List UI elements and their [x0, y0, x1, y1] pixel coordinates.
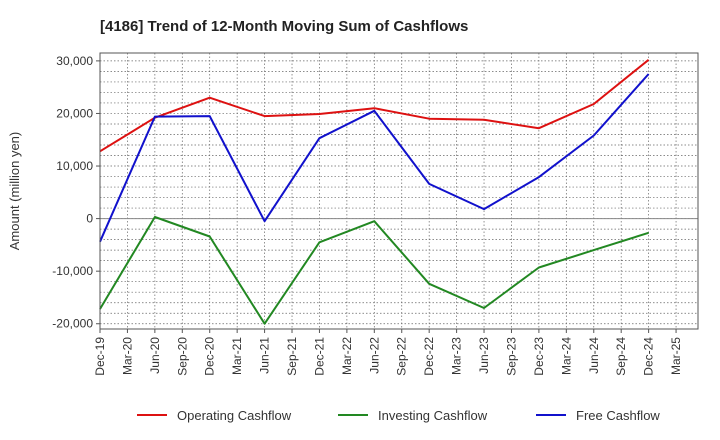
x-tick-label: Mar-24: [559, 337, 573, 375]
x-tick-label: Mar-22: [340, 337, 354, 375]
series-line-operating-cashflow: [99, 59, 650, 153]
series-line-investing-cashflow: [99, 216, 649, 325]
series-lines: [99, 59, 650, 325]
legend: Operating Cashflow Investing Cashflow Free…: [137, 408, 660, 423]
legend-label: Operating Cashflow: [177, 408, 292, 423]
x-tick-label: Mar-25: [669, 337, 683, 375]
chart-title: [4186] Trend of 12-Month Moving Sum of C…: [100, 18, 468, 35]
plot-frame: [99, 52, 699, 330]
y-tick-labels: -20,000 -10,000 0 10,000 20,000 30,000: [52, 54, 100, 331]
x-tick-label: Dec-24: [642, 337, 656, 376]
series-line-free-cashflow: [99, 73, 650, 243]
x-tick-label: Jun-24: [587, 337, 601, 374]
x-tick-label: Sep-23: [504, 337, 518, 376]
legend-label: Investing Cashflow: [378, 408, 488, 423]
y-tick-label: -10,000: [52, 264, 93, 278]
x-tick-label: Jun-20: [148, 337, 162, 374]
y-tick-label: -20,000: [52, 317, 93, 331]
x-tick-label: Dec-21: [312, 337, 326, 376]
y-tick-label: 10,000: [56, 159, 93, 173]
x-tick-label: Sep-24: [614, 337, 628, 376]
x-tick-label: Sep-22: [395, 337, 409, 376]
x-tick-label: Mar-23: [450, 337, 464, 375]
y-tick-label: 20,000: [56, 106, 93, 120]
x-tick-label: Dec-19: [93, 337, 107, 376]
y-tick-label: 0: [86, 212, 93, 226]
x-tick-label: Dec-22: [422, 337, 436, 376]
x-tick-labels: Dec-19 Mar-20 Jun-20 Sep-20 Dec-20 Mar-21 Jun-…: [93, 329, 683, 376]
grid-lines: [100, 53, 698, 329]
x-tick-label: Sep-21: [285, 337, 299, 376]
x-tick-label: Mar-20: [120, 337, 134, 375]
y-tick-label: 30,000: [56, 54, 93, 68]
legend-label: Free Cashflow: [576, 408, 660, 423]
x-tick-label: Jun-23: [477, 337, 491, 374]
x-tick-label: Jun-21: [258, 337, 272, 374]
x-tick-label: Dec-23: [532, 337, 546, 376]
x-tick-label: Mar-21: [230, 337, 244, 375]
legend-item: Free Cashflow: [536, 408, 660, 423]
legend-item: Operating Cashflow: [137, 408, 292, 423]
x-tick-label: Dec-20: [203, 337, 217, 376]
x-tick-label: Jun-22: [367, 337, 381, 374]
y-axis-label: Amount (million yen): [7, 132, 22, 251]
x-tick-label: Sep-20: [175, 337, 189, 376]
legend-item: Investing Cashflow: [338, 408, 488, 423]
